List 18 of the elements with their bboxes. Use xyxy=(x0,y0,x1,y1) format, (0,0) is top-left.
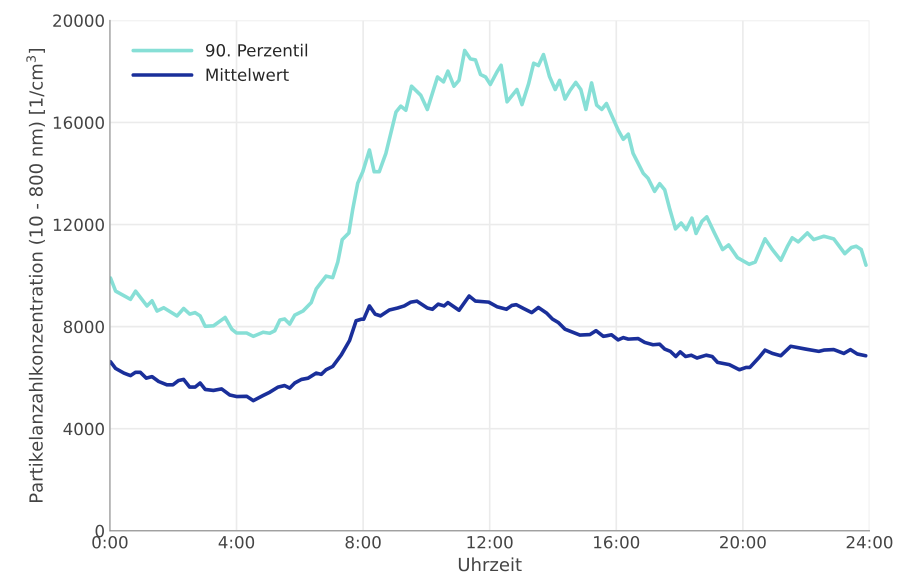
y-tick-label: 0 xyxy=(96,524,104,538)
legend-label: Mittelwert xyxy=(206,68,289,82)
x-tick-label: 4:00 xyxy=(218,536,254,549)
x-tick-label: 12:00 xyxy=(468,536,513,549)
line-series xyxy=(110,294,868,402)
x-tick-label: 16:00 xyxy=(594,536,640,549)
y-tick-label: 16000 xyxy=(54,116,104,130)
x-axis-title: Uhrzeit xyxy=(458,557,522,572)
x-tick-label: 8:00 xyxy=(346,536,381,549)
y-tick-label: 8000 xyxy=(64,320,104,334)
x-tick-label: 24:00 xyxy=(846,536,892,549)
x-tick-label: 0:00 xyxy=(92,536,128,549)
y-tick-label: 12000 xyxy=(54,218,104,232)
x-tick-label: 20:00 xyxy=(720,536,766,549)
legend-label: 90. Perzentil xyxy=(206,44,308,57)
y-axis-title: Partikelanzahlkonzentration (10 - 800 nm) [1/cm$^{3}$] xyxy=(26,49,45,502)
y-tick-label: 20000 xyxy=(53,14,104,27)
y-tick-label: 4000 xyxy=(63,422,104,436)
